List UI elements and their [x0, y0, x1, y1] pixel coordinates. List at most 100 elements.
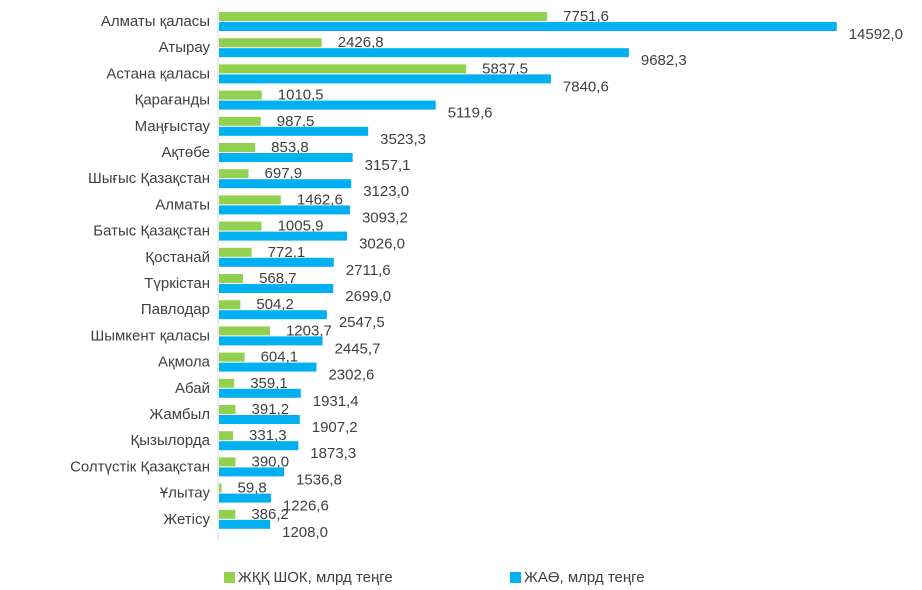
category-label: Павлодар: [141, 301, 210, 318]
value-label: 1226,6: [283, 498, 329, 515]
category-label: Маңғыстау: [135, 118, 211, 135]
value-label: 2699,0: [345, 288, 391, 305]
bar: [219, 336, 323, 346]
bar: [219, 64, 467, 74]
bar: [219, 441, 299, 451]
bar: [219, 74, 551, 84]
category-label: Ақмола: [158, 354, 211, 371]
legend-label: ЖАӨ, млрд теңге: [524, 569, 645, 586]
value-label: 1907,2: [312, 419, 358, 436]
category-label: Жетісу: [163, 511, 210, 528]
bar: [219, 143, 256, 152]
bar: [219, 300, 241, 310]
bar: [219, 274, 244, 283]
value-label: 2426,8: [338, 34, 384, 51]
bar: [219, 362, 317, 372]
bar: [219, 415, 300, 424]
value-label: 604,1: [261, 349, 299, 366]
category-label: Ақтөбе: [161, 144, 210, 161]
value-label: 853,8: [271, 139, 309, 156]
bar: [219, 405, 236, 414]
value-label: 1931,4: [313, 393, 359, 410]
category-label: Шығыс Қазақстан: [88, 170, 210, 187]
value-label: 3123,0: [363, 183, 409, 200]
value-label: 1873,3: [310, 445, 356, 462]
category-label: Батыс Қазақстан: [93, 223, 210, 240]
value-label: 3026,0: [359, 236, 405, 253]
bar: [219, 352, 245, 362]
bar: [219, 310, 327, 320]
value-label: 3523,3: [380, 131, 426, 148]
value-label: 359,1: [250, 375, 288, 392]
bar: [219, 247, 252, 257]
bar: [219, 509, 236, 519]
value-label: 2711,6: [346, 262, 391, 279]
bar: [219, 519, 271, 529]
bar: [219, 195, 281, 205]
bar: [219, 153, 353, 162]
category-label: Қостанай: [145, 249, 210, 266]
category-label: Алматы: [155, 196, 210, 213]
value-label: 7840,6: [563, 78, 609, 95]
value-label: 1536,8: [296, 471, 342, 488]
value-label: 2547,5: [339, 314, 385, 331]
bar: [219, 22, 837, 31]
bar: [219, 116, 261, 126]
category-label: Қызылорда: [130, 432, 210, 449]
value-label: 504,2: [256, 296, 294, 313]
value-label: 386,2: [251, 506, 289, 523]
legend-swatch: [224, 572, 235, 583]
value-label: 2302,6: [328, 367, 374, 384]
value-label: 59,8: [238, 480, 267, 497]
category-label: Атырау: [159, 39, 211, 56]
bar: [219, 257, 334, 267]
value-label: 9682,3: [641, 52, 687, 69]
category-label: Түркістан: [144, 275, 210, 292]
category-label: Алматы қаласы: [101, 13, 210, 30]
bar: [219, 126, 369, 136]
value-label: 390,0: [252, 453, 290, 470]
bar: [219, 100, 436, 110]
value-label: 391,2: [252, 401, 290, 418]
value-label: 568,7: [259, 270, 297, 287]
bar: [219, 483, 222, 493]
value-label: 7751,6: [563, 8, 609, 25]
bar: [219, 388, 301, 398]
bar: [219, 378, 235, 388]
category-label: Шымкент қаласы: [90, 327, 210, 344]
value-label: 1203,7: [286, 322, 332, 339]
category-label: Солтүстік Қазақстан: [70, 458, 210, 475]
value-label: 987,5: [277, 113, 315, 130]
bar: [219, 493, 271, 503]
category-label: Астана қаласы: [106, 65, 210, 82]
bar: [219, 90, 262, 100]
bar: [219, 221, 262, 231]
bar: [219, 431, 234, 441]
bar: [219, 38, 322, 48]
value-label: 3093,2: [362, 209, 408, 226]
category-label: Абай: [175, 380, 210, 397]
bar: [219, 457, 236, 467]
value-label: 14592,0: [849, 26, 903, 43]
legend-swatch: [510, 572, 521, 583]
value-label: 772,1: [268, 244, 306, 261]
bar: [219, 12, 548, 21]
category-label: Жамбыл: [149, 406, 210, 423]
bar: [219, 284, 334, 293]
bar: [219, 169, 249, 179]
bar: [219, 179, 352, 189]
bar: [219, 231, 348, 241]
value-label: 3157,1: [365, 157, 411, 174]
value-label: 1005,9: [278, 218, 324, 235]
value-label: 1208,0: [282, 524, 328, 541]
value-label: 2445,7: [335, 340, 381, 357]
value-label: 331,3: [249, 427, 287, 444]
value-label: 5837,5: [482, 60, 528, 77]
value-label: 1462,6: [297, 191, 343, 208]
legend-label: ЖҚҚ ШОК, млрд теңге: [238, 569, 393, 586]
bar: [219, 326, 270, 336]
category-label: Қарағанды: [135, 92, 210, 109]
value-label: 5119,6: [448, 105, 493, 122]
bar: [219, 467, 285, 477]
